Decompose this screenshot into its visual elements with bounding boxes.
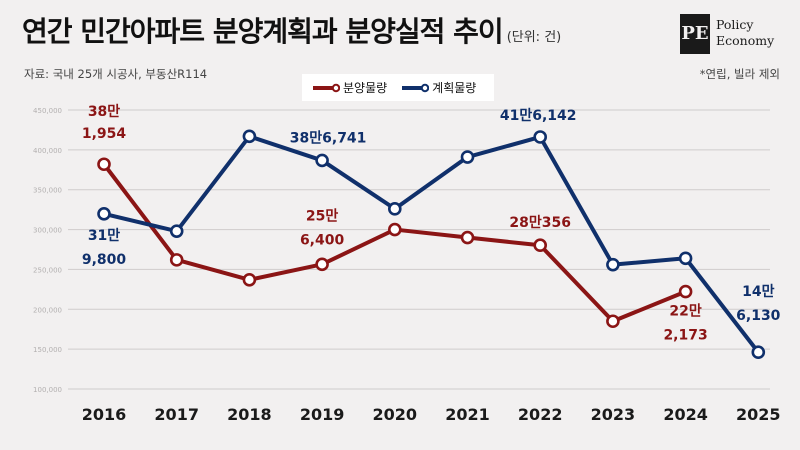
logo-text: Policy Economy	[716, 17, 774, 49]
y-tick-label: 200,000	[33, 306, 62, 314]
data-point-planned	[678, 251, 693, 266]
data-label: 38만6,741	[290, 130, 367, 146]
x-tick-label: 2025	[736, 405, 781, 424]
data-label: 31만	[88, 228, 120, 244]
y-tick-label: 100,000	[33, 386, 62, 394]
data-point-planned	[387, 202, 402, 216]
data-point-planned	[606, 257, 620, 272]
y-tick-label: 450,000	[33, 107, 62, 115]
data-label: 6,400	[300, 232, 345, 248]
data-point-actual	[533, 238, 548, 253]
footnote: *연립, 빌라 제외	[699, 67, 780, 81]
x-tick-label: 2020	[373, 405, 418, 424]
data-label: 38만	[88, 104, 120, 120]
data-point-actual	[242, 272, 257, 287]
legend-item-planned: 계획물량	[401, 79, 476, 96]
data-point-actual	[460, 230, 475, 245]
data-point-actual	[606, 314, 620, 329]
data-point-planned	[242, 129, 257, 144]
x-tick-label: 2024	[663, 405, 708, 424]
data-label: 1,954	[82, 126, 127, 142]
x-tick-label: 2019	[300, 405, 345, 424]
x-tick-label: 2021	[445, 405, 490, 424]
data-label: 6,130	[736, 308, 781, 324]
x-tick-label: 2016	[82, 405, 127, 424]
data-point-planned	[97, 206, 111, 221]
legend-swatch-planned	[402, 83, 430, 92]
source-note: 자료: 국내 25개 시공사, 부동산R114	[24, 67, 208, 81]
data-point-planned	[751, 345, 766, 360]
x-tick-label: 2023	[591, 405, 636, 424]
title-text: 연간 민간아파트 분양계획과 분양실적 추이	[22, 15, 504, 48]
data-label: 28만356	[509, 215, 571, 231]
data-point-planned	[460, 150, 475, 164]
data-point-planned	[169, 224, 184, 238]
data-label: 22만	[669, 304, 701, 320]
x-tick-label: 2017	[154, 405, 199, 424]
legend-item-actual: 분양물량	[312, 79, 387, 96]
data-point-actual	[387, 222, 402, 237]
data-label: 41만6,142	[500, 108, 577, 124]
legend-label-actual: 분양물량	[343, 81, 388, 95]
data-point-planned	[533, 130, 548, 144]
data-point-planned	[315, 153, 329, 168]
chart-legend: 분양물량 계획물량	[302, 74, 495, 101]
data-point-actual	[97, 157, 111, 172]
data-point-actual	[678, 284, 693, 299]
logo-line-1: Policy	[716, 17, 754, 32]
series-line-planned	[102, 134, 761, 355]
y-tick-label: 400,000	[33, 147, 62, 155]
y-tick-label: 300,000	[33, 227, 62, 235]
title-unit: (단위: 건)	[506, 30, 562, 45]
y-tick-label: 250,000	[33, 266, 62, 274]
legend-label-planned: 계획물량	[432, 81, 477, 95]
data-label: 14만	[742, 284, 774, 300]
legend-swatch-actual	[313, 83, 340, 92]
x-tick-label: 2022	[518, 405, 563, 424]
data-label: 25만	[306, 208, 338, 224]
data-label: 9,800	[82, 252, 127, 268]
logo-line-2: Economy	[716, 33, 775, 48]
chart-title: 연간 민간아파트 분양계획과 분양실적 추이 (단위: 건)	[22, 10, 561, 50]
data-point-actual	[315, 257, 329, 272]
data-point-actual	[169, 253, 184, 267]
publisher-logo: PE Policy Economy	[680, 14, 784, 58]
x-tick-label: 2018	[227, 405, 272, 424]
data-label: 2,173	[663, 328, 707, 344]
logo-mark: PE	[680, 14, 710, 54]
y-tick-label: 150,000	[33, 346, 62, 354]
y-tick-label: 350,000	[33, 187, 62, 195]
